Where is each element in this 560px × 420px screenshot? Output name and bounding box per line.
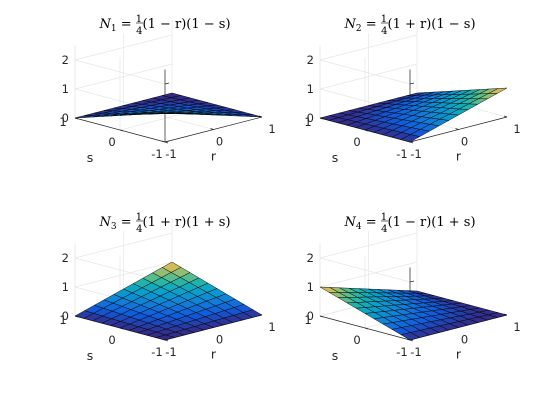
s-tick-mark (409, 141, 414, 144)
subplot-title: N2 = 1 4(1 + r)(1 − s) (343, 14, 475, 37)
surface-face (488, 312, 508, 318)
z-tick-label: 0 (307, 111, 314, 125)
grid-line (319, 63, 418, 90)
subplot-n4: N4 = 1 4(1 − r)(1 + s) 0 1 2 -1 0 1 -1 0 … (304, 212, 520, 363)
r-axis-label: r (456, 347, 462, 362)
subplot-n3: N3 = 1 4(1 + r)(1 + s) 0 1 2 -1 0 1 -1 0 … (59, 212, 275, 363)
grid-line (319, 261, 418, 288)
r-tick-mark (161, 140, 166, 143)
surface-mesh (319, 286, 508, 341)
subplot-n1: N1 = 1 4(1 − r)(1 − s) 0 1 2 -1 0 1 -1 0 … (59, 14, 275, 165)
s-tick-label: 0 (353, 333, 360, 347)
s-tick-label: 0 (108, 333, 115, 347)
s-tick-label: 0 (353, 135, 360, 149)
grid-line (319, 59, 411, 85)
r-tick-label: 1 (268, 320, 275, 334)
r-tick-label: 0 (216, 135, 223, 149)
z-tick-label: 0 (307, 309, 314, 323)
s-axis-label: s (332, 150, 339, 165)
axes-ticks: 0 1 2 -1 0 1 -1 0 1 s r (59, 53, 275, 165)
grid-line (319, 257, 411, 283)
r-tick-label: -1 (165, 345, 176, 359)
s-tick-label: 1 (304, 313, 311, 327)
grid-line (319, 34, 418, 61)
z-tick-label: 1 (62, 280, 69, 294)
s-tick-label: 1 (304, 115, 311, 129)
s-tick-label: -1 (396, 345, 407, 359)
s-tick-mark (409, 339, 414, 342)
grid-line (74, 63, 173, 90)
r-tick-label: 1 (513, 122, 520, 136)
z-tick-label: 0 (62, 111, 69, 125)
surface-face (243, 309, 263, 318)
s-tick-mark (164, 141, 169, 144)
r-tick-label: -1 (165, 147, 176, 161)
r-tick-label: 0 (461, 135, 468, 149)
z-tick-mark (164, 82, 170, 85)
axes-ticks: 0 1 2 -1 0 1 -1 0 1 s r (59, 251, 275, 363)
z-tick-mark (409, 280, 415, 283)
r-tick-label: 1 (513, 320, 520, 334)
r-tick-label: 1 (268, 122, 275, 136)
subplot-n2: N2 = 1 4(1 + r)(1 − s) 0 1 2 -1 0 1 -1 0 … (304, 14, 520, 165)
r-axis-label: r (211, 149, 217, 164)
r-tick-label: -1 (410, 345, 421, 359)
grid-line (74, 34, 173, 61)
surface-face (243, 114, 263, 118)
surface-mesh (74, 261, 263, 341)
z-tick-label: 1 (62, 82, 69, 96)
z-tick-label: 2 (62, 251, 69, 265)
s-tick-label: 0 (108, 135, 115, 149)
axes-ticks: 0 1 2 -1 0 1 -1 0 1 s r (304, 251, 520, 363)
z-tick-mark (164, 140, 170, 143)
r-tick-mark (503, 115, 508, 118)
r-tick-label: 0 (461, 333, 468, 347)
r-axis-label: r (456, 149, 462, 164)
s-tick-label: -1 (151, 147, 162, 161)
grid-line (74, 59, 166, 85)
surface-mesh (319, 87, 508, 143)
s-tick-mark (319, 315, 324, 318)
r-axis-label: r (211, 347, 217, 362)
z-tick-label: 2 (307, 251, 314, 265)
surface-face (488, 87, 508, 94)
s-tick-mark (164, 339, 169, 342)
z-tick-label: 0 (62, 309, 69, 323)
z-tick-mark (409, 82, 415, 85)
r-tick-mark (455, 128, 459, 130)
s-tick-label: 1 (59, 313, 66, 327)
r-tick-label: -1 (410, 147, 421, 161)
s-tick-mark (119, 129, 124, 132)
s-tick-mark (364, 327, 369, 330)
grid-line (74, 261, 173, 288)
r-tick-label: 0 (216, 333, 223, 347)
s-axis-label: s (87, 150, 94, 165)
s-axis-label: s (332, 348, 339, 363)
z-tick-label: 2 (307, 53, 314, 67)
s-tick-label: -1 (151, 345, 162, 359)
s-tick-label: -1 (396, 147, 407, 161)
z-tick-label: 1 (307, 280, 314, 294)
grid-line (74, 232, 173, 259)
s-tick-label: 1 (59, 115, 66, 129)
grid-line (319, 232, 418, 259)
subplot-title: N4 = 1 4(1 − r)(1 + s) (343, 212, 475, 235)
axes-grid (74, 20, 263, 144)
z-tick-label: 1 (307, 82, 314, 96)
axes-ticks: 0 1 2 -1 0 1 -1 0 1 s r (304, 53, 520, 165)
z-tick-label: 2 (62, 53, 69, 67)
surface-mesh (74, 92, 263, 119)
subplot-title: N3 = 1 4(1 + r)(1 + s) (98, 212, 230, 235)
r-tick-mark (210, 128, 214, 130)
s-axis-label: s (87, 348, 94, 363)
subplot-title: N1 = 1 4(1 − r)(1 − s) (98, 14, 230, 37)
